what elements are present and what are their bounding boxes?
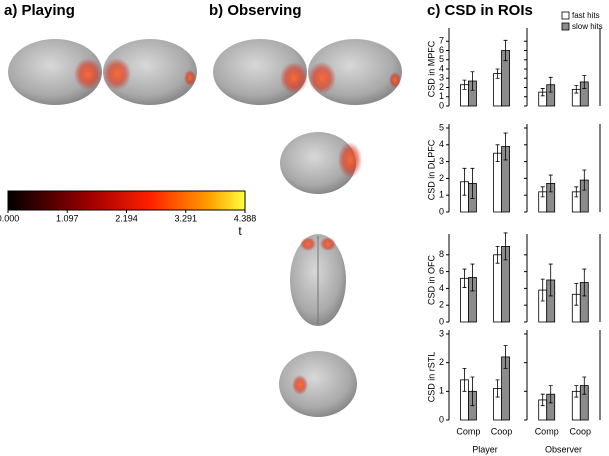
y-tick-label: 0: [439, 206, 444, 216]
y-tick-label: 7: [439, 36, 444, 46]
error-bar: [503, 232, 508, 261]
panel-title: a) Playing: [4, 2, 75, 19]
legend-label: fast hits: [572, 11, 600, 20]
y-tick-label: 6: [439, 266, 444, 276]
y-tick-label: 2: [439, 300, 444, 310]
legend-swatch: [561, 11, 570, 20]
error-bar: [540, 186, 545, 198]
x-tick-label: Coop: [570, 426, 592, 436]
y-tick-label: 2: [439, 357, 444, 367]
y-tick-label: 0: [439, 100, 444, 110]
y-tick-label: 6: [439, 45, 444, 55]
error-bar: [503, 39, 508, 62]
y-tick-label: 2: [439, 82, 444, 92]
y-tick-label: 1: [439, 190, 444, 200]
error-bar: [462, 167, 467, 196]
y-axis-label: CSD in rSTL: [426, 352, 436, 403]
error-bar: [495, 246, 500, 264]
y-tick-label: 0: [439, 414, 444, 424]
panel-title: b) Observing: [209, 2, 302, 19]
y-tick-label: 3: [439, 73, 444, 83]
error-bar: [582, 169, 587, 191]
colorbar-tick-label: 1.097: [56, 213, 79, 223]
y-tick-label: 1: [439, 91, 444, 101]
colorbar-tick-label: 4.388: [234, 213, 257, 223]
bar: [493, 254, 502, 323]
y-axis-label: CSD in OFC: [426, 255, 436, 306]
colorbar-tick-label: 3.291: [174, 213, 197, 223]
error-bar: [548, 174, 553, 193]
error-bar: [574, 385, 579, 398]
error-bar: [548, 385, 553, 404]
y-tick-label: 1: [439, 386, 444, 396]
error-bar: [540, 393, 545, 407]
error-bar: [540, 88, 545, 97]
error-bar: [470, 71, 475, 91]
x-tick-label: Comp: [456, 426, 480, 436]
colorbar-tick-label: 2.194: [115, 213, 138, 223]
group-label: Observer: [545, 444, 582, 454]
error-bar: [582, 268, 587, 297]
error-bar: [574, 186, 579, 198]
error-bar: [462, 368, 467, 392]
error-bar: [582, 75, 587, 89]
group-label: Player: [472, 444, 498, 454]
error-bar: [470, 376, 475, 407]
error-bar: [540, 278, 545, 302]
error-bar: [548, 76, 553, 93]
x-tick-label: Coop: [491, 426, 513, 436]
bar: [493, 152, 502, 213]
y-tick-label: 4: [439, 139, 444, 149]
error-bar: [470, 263, 475, 292]
y-tick-label: 4: [439, 283, 444, 293]
colorbar-tick-label: 0.000: [0, 213, 19, 223]
error-bar: [503, 132, 508, 161]
legend-swatch: [561, 22, 570, 31]
error-bar: [495, 379, 500, 398]
error-bar: [462, 268, 467, 288]
error-bar: [462, 79, 467, 90]
error-bar: [548, 263, 553, 297]
x-tick-label: Comp: [535, 426, 559, 436]
y-tick-label: 5: [439, 54, 444, 64]
error-bar: [495, 68, 500, 79]
y-tick-label: 8: [439, 249, 444, 259]
y-axis-label: CSD in MPFC: [426, 40, 436, 97]
colorbar-label: t: [238, 224, 242, 238]
y-tick-label: 4: [439, 63, 444, 73]
y-axis-label: CSD in DLPFC: [426, 139, 436, 200]
y-tick-label: 0: [439, 316, 444, 326]
panel-title: c) CSD in ROIs: [427, 2, 533, 19]
colorbar: [7, 190, 246, 211]
y-tick-label: 5: [439, 122, 444, 132]
y-tick-label: 3: [439, 156, 444, 166]
y-tick-label: 3: [439, 328, 444, 338]
y-tick-label: 2: [439, 173, 444, 183]
error-bar: [574, 282, 579, 306]
error-bar: [503, 345, 508, 369]
error-bar: [470, 167, 475, 199]
error-bar: [574, 85, 579, 94]
brain-images: [8, 39, 402, 417]
legend-label: slow hits: [572, 22, 603, 31]
error-bar: [582, 376, 587, 395]
error-bar: [495, 144, 500, 162]
